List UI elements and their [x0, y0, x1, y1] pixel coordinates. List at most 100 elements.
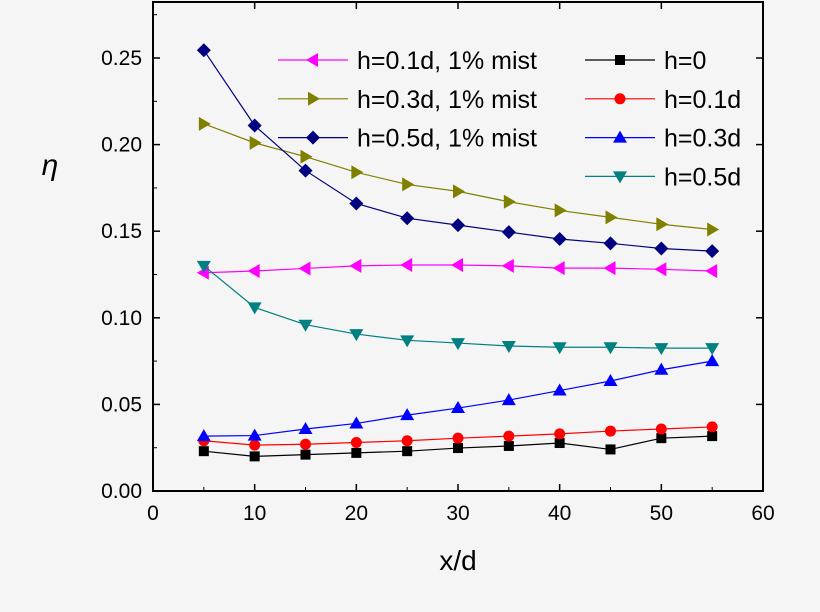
y-tick-label: 0.20 [101, 134, 142, 157]
x-axis-label: x/d [439, 545, 476, 576]
data-point [196, 429, 211, 442]
data-point [401, 435, 413, 447]
data-point [452, 432, 464, 444]
data-point [400, 257, 413, 272]
data-point [656, 217, 669, 232]
data-point [349, 258, 362, 273]
series-4 [198, 421, 718, 451]
data-point [503, 440, 514, 451]
data-point [705, 343, 720, 356]
legend-label: h=0.5d [664, 163, 741, 191]
y-tick-label: 0.05 [101, 393, 142, 416]
x-tick-label: 60 [751, 502, 774, 525]
data-point [605, 444, 616, 455]
series-6 [196, 260, 720, 356]
data-point [349, 416, 364, 429]
x-tick-label: 10 [243, 502, 266, 525]
legend-label: h=0.1d, 1% mist [357, 47, 537, 75]
data-point [351, 447, 362, 458]
data-point [654, 362, 669, 375]
data-point [196, 260, 211, 273]
data-point [247, 428, 262, 441]
data-point [300, 438, 311, 450]
legend-marker [614, 93, 626, 105]
data-point [350, 437, 362, 449]
data-point [451, 218, 465, 233]
data-point [400, 335, 415, 348]
legend-entry: h=0.3d [585, 125, 741, 153]
data-point [247, 264, 260, 279]
data-point [249, 451, 260, 462]
legend-entry: h=0.5d, 1% mist [278, 125, 537, 153]
data-point [400, 211, 415, 226]
data-point [349, 196, 364, 211]
data-point [300, 449, 311, 460]
data-point [656, 433, 667, 444]
y-tick-label: 0.10 [101, 307, 142, 330]
y-tick-label: 0.00 [101, 480, 142, 503]
data-point [552, 231, 567, 246]
y-tick-label: 0.15 [101, 220, 142, 243]
data-point [451, 401, 465, 414]
plot-frame [152, 1, 764, 492]
data-point [603, 342, 618, 355]
data-point [503, 194, 516, 209]
data-point [707, 222, 720, 237]
legend-label: h=0.3d [664, 125, 741, 153]
data-point [552, 342, 567, 355]
data-point [554, 428, 566, 440]
data-point [300, 149, 313, 164]
data-point [603, 374, 618, 387]
data-point [554, 438, 565, 449]
data-point [501, 225, 516, 240]
series-2 [196, 43, 720, 259]
data-point [603, 236, 618, 251]
data-point [707, 431, 718, 442]
data-point [654, 241, 669, 256]
data-point [451, 338, 465, 351]
data-point [400, 408, 415, 421]
series-line [203, 360, 713, 437]
legend-label: h=0.3d, 1% mist [357, 86, 537, 114]
data-point [298, 319, 313, 332]
legend-label: h=0 [664, 47, 706, 75]
legend-entry: h=0.5d [585, 163, 741, 191]
data-point [705, 264, 718, 279]
legend-entry: h=0.1d [585, 86, 741, 114]
data-point [247, 118, 262, 133]
data-point [298, 421, 313, 434]
data-point [196, 43, 211, 58]
data-point [655, 423, 667, 435]
data-point [249, 135, 262, 150]
legend-marker [306, 53, 318, 67]
data-point [706, 421, 718, 433]
series-0 [196, 257, 718, 280]
data-point [654, 343, 669, 356]
legend-marker [615, 55, 625, 65]
legend-marker [613, 130, 627, 143]
data-point [451, 257, 463, 272]
x-tick-label: 50 [650, 502, 673, 525]
data-point [349, 329, 364, 342]
data-point [705, 244, 720, 259]
legend-label: h=0.5d, 1% mist [357, 125, 537, 153]
data-point [453, 184, 465, 199]
data-point [552, 261, 565, 276]
y-tick-label: 0.25 [101, 47, 142, 70]
data-point [605, 425, 616, 437]
data-point [554, 203, 567, 218]
y-axis-label: η [42, 149, 59, 182]
legend-marker [306, 130, 320, 145]
legend-entry: h=0 [585, 47, 706, 75]
x-tick-label: 40 [548, 502, 571, 525]
data-point [402, 446, 413, 457]
data-point [654, 262, 667, 277]
series-1 [198, 116, 720, 237]
data-point [198, 116, 211, 131]
data-point [501, 341, 516, 354]
data-point [705, 354, 720, 367]
legend-entry: h=0.3d, 1% mist [278, 86, 537, 114]
series-5 [196, 354, 720, 442]
legend-entry: h=0.1d, 1% mist [278, 47, 537, 75]
